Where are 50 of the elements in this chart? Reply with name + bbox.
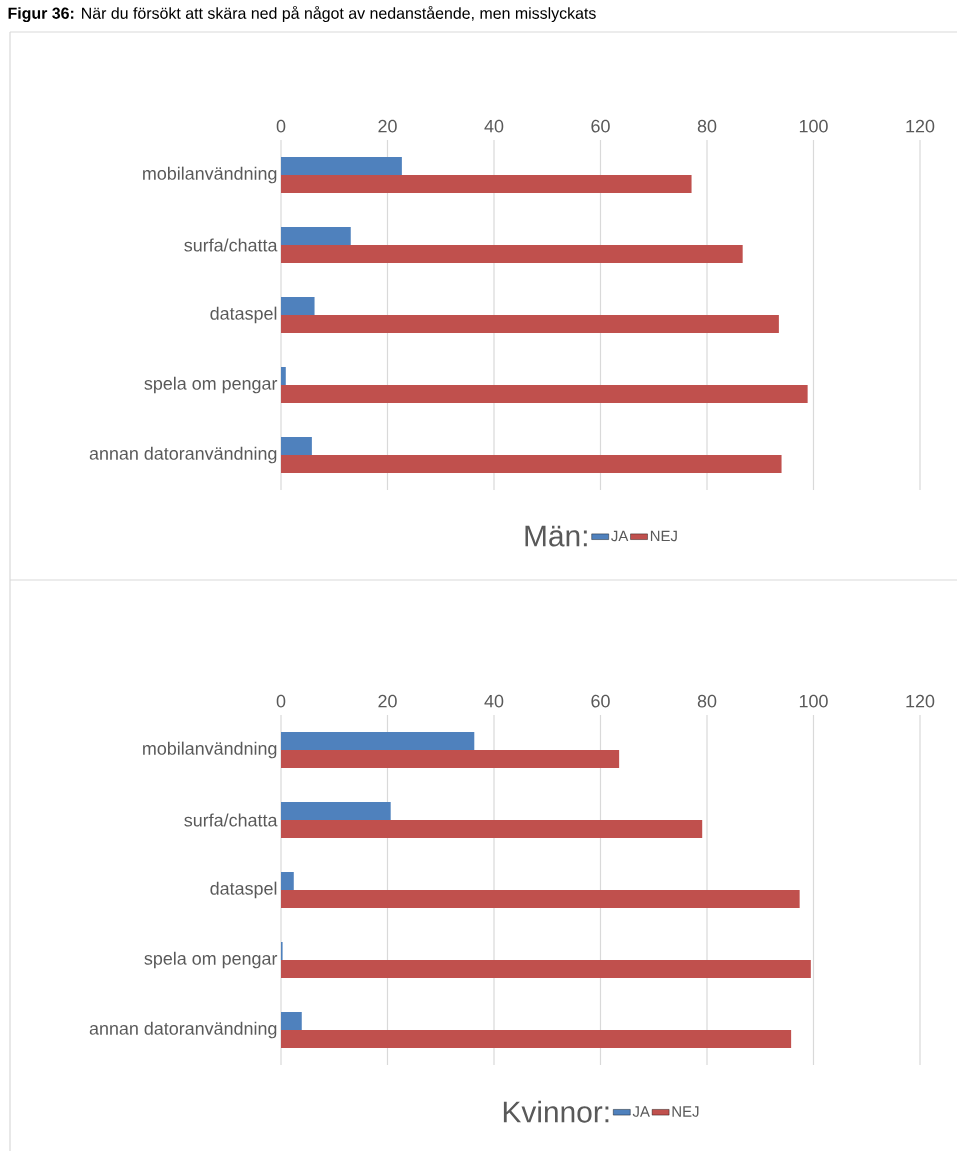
x-tick-label: 40 <box>484 119 504 133</box>
legend-label: NEJ <box>672 1106 699 1117</box>
y-tick-label: annan datoranvändning <box>89 1021 277 1039</box>
x-tick-label: 60 <box>591 119 610 133</box>
legend-title: Män: <box>525 525 587 547</box>
bar <box>280 245 743 263</box>
y-tick-label: surfa/chatta <box>184 813 278 827</box>
bar <box>280 1030 792 1048</box>
y-tick-label: mobilanvändning <box>143 741 277 759</box>
bar <box>280 872 294 890</box>
y-tick-label: dataspel <box>210 306 277 324</box>
x-tick-label: 20 <box>378 119 397 133</box>
bar <box>280 315 779 333</box>
y-tick-label: mobilanvändning <box>143 166 277 184</box>
x-tick-label: 0 <box>276 694 286 708</box>
bar <box>280 437 312 455</box>
x-tick-label: 80 <box>697 694 717 708</box>
legend-label: JA <box>632 1106 650 1117</box>
bar <box>280 227 351 245</box>
y-tick-label: spela om pengar <box>144 376 278 394</box>
bar <box>280 175 692 193</box>
x-tick-label: 120 <box>906 119 935 133</box>
bar <box>280 802 391 820</box>
bar <box>280 297 315 315</box>
x-tick-label: 60 <box>591 694 610 708</box>
x-tick-label: 40 <box>484 694 504 708</box>
x-tick-label: 100 <box>799 119 828 133</box>
legend-label: NEJ <box>650 530 677 542</box>
x-tick-label: 80 <box>697 119 717 133</box>
y-tick-label: annan datoranvändning <box>89 446 277 464</box>
bar <box>280 890 800 908</box>
bar <box>280 732 475 750</box>
bar <box>280 367 286 385</box>
x-tick-label: 0 <box>276 119 286 133</box>
legend-title: Kvinnor: <box>503 1100 609 1123</box>
bar <box>280 455 782 473</box>
bar <box>280 385 808 403</box>
bar <box>280 959 811 978</box>
x-tick-label: 100 <box>799 694 828 708</box>
x-tick-label: 20 <box>378 694 397 708</box>
bar <box>280 750 620 768</box>
bar <box>280 1012 302 1030</box>
y-tick-label: surfa/chatta <box>184 238 278 252</box>
legend-label: JA <box>611 530 629 542</box>
chart-title: Figur 36: När du försökt att skära ned på något av nedanstående, men misslyckats <box>8 5 596 23</box>
bar <box>280 157 402 175</box>
y-tick-label: dataspel <box>210 881 277 899</box>
bar <box>280 820 703 838</box>
y-tick-label: spela om pengar <box>144 951 278 969</box>
x-tick-label: 120 <box>906 694 935 708</box>
